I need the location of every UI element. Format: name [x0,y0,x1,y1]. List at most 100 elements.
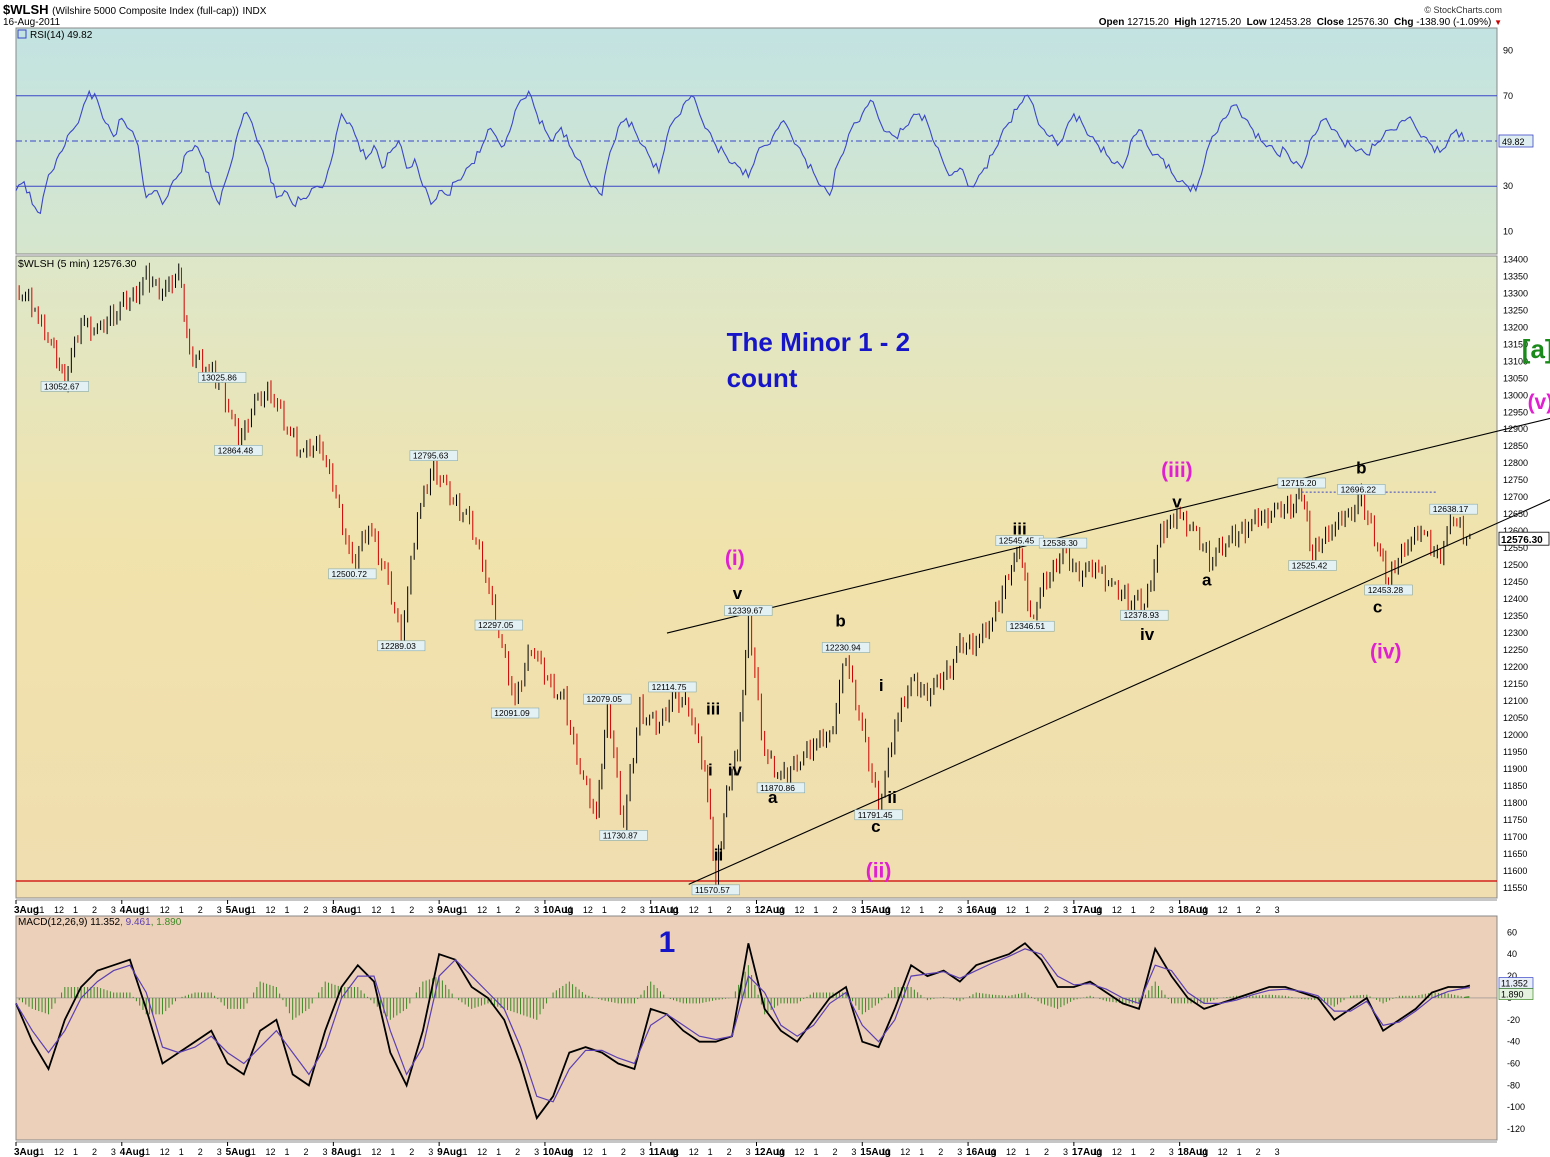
x-hour-label: 1 [708,905,713,915]
price-tick-label: 12600 [1503,526,1528,536]
rsi-tick-label: 90 [1503,46,1513,56]
macd-tick-label: -40 [1507,1037,1520,1047]
macd-tick-label: 40 [1507,949,1517,959]
x-hour-label: 1 [1025,1147,1030,1157]
price-annotation: 12114.75 [648,681,697,693]
x-hour-label: 1 [919,905,924,915]
x-hour-label: 11 [352,1147,361,1157]
price-annotation: 12091.09 [490,707,540,719]
macd-tick-label: 60 [1507,927,1517,937]
price-annotation-label: 12538.30 [1042,538,1078,548]
x-hour-label: 11 [564,1147,573,1157]
price-annotation-label: 12696.22 [1341,484,1377,494]
x-hour-label: 1 [602,905,607,915]
macd-legend: MACD(12,26,9) 11.352, 9.461, 1.890 [18,917,182,928]
rsi-value-box: 49.82 [1498,134,1534,148]
wave-label: (iv) [1370,641,1402,664]
price-annotation-label: 12864.48 [218,445,254,455]
price-annotation-label: 11870.86 [760,783,795,793]
price-tick-label: 12350 [1503,611,1528,621]
price-tick-label: 11600 [1503,866,1527,876]
x-hour-label: 1 [813,1147,818,1157]
price-tick-label: 12650 [1503,509,1528,519]
price-tick-label: 12050 [1503,713,1528,723]
x-day-label: 18Aug [1178,905,1209,916]
x-hour-label: 11 [670,1147,679,1157]
x-hour-label: 1 [1131,1147,1136,1157]
price-annotation-label: 12091.09 [494,708,530,718]
x-hour-label: 12 [583,1147,593,1157]
trendline [666,417,1550,634]
x-hour-label: 3 [1275,1147,1280,1157]
x-hour-label: 2 [1256,1147,1261,1157]
close-value-box: 12576.30 [1498,531,1550,546]
price-tick-label: 13100 [1503,356,1528,366]
x-hour-label: 11 [670,905,679,915]
x-hour-label: 11 [775,1147,784,1157]
price-annotation: 12715.20 [1277,477,1326,489]
x-day-label: 11Aug [649,905,679,916]
price-annotation: 12346.51 [1006,620,1055,632]
macd-line [15,942,1471,1121]
x-hour-label: 2 [832,905,837,915]
price-annotation: 12696.22 [1337,484,1386,495]
x-hour-label: 3 [428,905,433,915]
wave-label: c [871,817,880,836]
x-hour-label: 2 [1044,905,1049,915]
x-hour-label: 12 [1218,905,1228,915]
price-tick-label: 12700 [1503,492,1528,502]
wave-1-label: 1 [659,926,676,959]
ticker-symbol: $WLSH [3,2,49,17]
x-day-label: 8Aug [331,905,356,916]
candles [18,262,1471,885]
x-hour-label: 2 [92,1147,97,1157]
price-annotation-label: 12079.05 [587,694,623,704]
x-day-label: 15Aug [860,905,891,916]
price-annotation-label: 12795.63 [413,451,449,461]
price-tick-label: 12000 [1503,730,1528,740]
x-day-label: 12Aug [755,1147,786,1157]
x-hour-label: 2 [621,905,626,915]
x-hour-label: 2 [938,905,943,915]
x-hour-label: 1 [390,1147,395,1157]
x-day-label: 9Aug [437,1147,462,1157]
price-annotation: 13052.67 [40,381,89,392]
x-hour-label: 11 [1199,1147,1208,1157]
price-tick-label: 11850 [1503,781,1527,791]
x-hour-label: 11 [247,1147,256,1157]
price-tick-label: 12550 [1503,543,1528,553]
price-annotation-label: 12453.28 [1368,585,1404,595]
x-day-label: 16Aug [966,905,997,916]
x-hour-label: 2 [304,1147,309,1157]
price-annotation: 12500.72 [328,568,377,580]
ticker-name: (Wilshire 5000 Composite Index (full-cap… [52,6,239,17]
price-annotation-label: 12339.67 [728,606,764,616]
x-hour-label: 12 [689,1147,699,1157]
macd-tick-label: -80 [1507,1080,1520,1090]
x-hour-label: 3 [534,1147,539,1157]
macd-value-label: 11.352 [1501,979,1528,989]
wave-label: (v) [1528,391,1550,414]
rsi-panel [15,27,1498,255]
macd-tick-label: 20 [1507,971,1517,981]
price-tick-label: 12450 [1503,577,1528,587]
x-day-label: 3Aug [14,905,39,916]
wave-label: b [835,611,845,630]
x-hour-label: 1 [602,1147,607,1157]
macd-legend-label: MACD(12,26,9) 11.352, 9.461, 1.890 [18,917,182,928]
x-hour-label: 11 [775,905,784,915]
x-hour-label: 12 [1006,1147,1016,1157]
price-tick-label: 12850 [1503,441,1528,451]
x-day-label: 17Aug [1072,1147,1103,1157]
x-day-label: 16Aug [966,1147,997,1157]
price-annotation-label: 12525.42 [1292,560,1328,570]
x-hour-label: 11 [881,905,890,915]
price-annotation-label: 11570.57 [695,885,730,895]
high-value: 12715.20 [1199,17,1242,28]
ticker-exchange: INDX [242,6,267,17]
rsi-tick-label: 70 [1503,91,1513,101]
price-tick-label: 13000 [1503,390,1528,400]
price-tick-label: 11750 [1503,815,1527,825]
